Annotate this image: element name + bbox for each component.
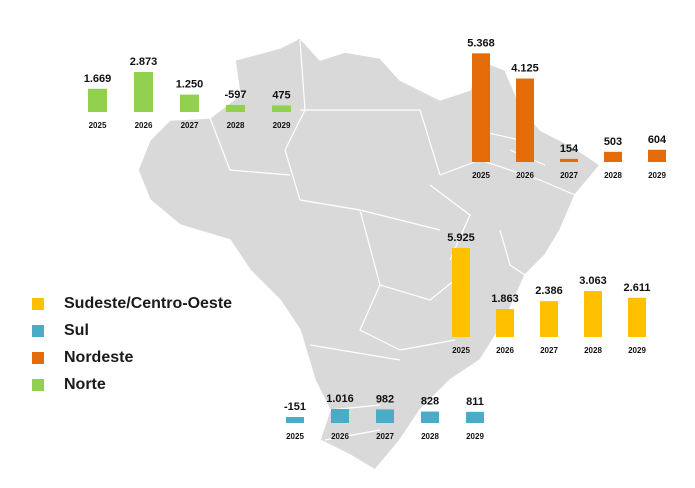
bar-norte-2025 bbox=[88, 88, 107, 112]
x-tick-label: 2027 bbox=[181, 121, 199, 130]
x-tick-label: 2028 bbox=[227, 121, 245, 130]
x-tick-label: 2026 bbox=[331, 432, 349, 441]
x-tick-label: 2027 bbox=[540, 346, 558, 355]
bar-nordeste-2029 bbox=[648, 149, 666, 162]
legend-label: Sudeste/Centro-Oeste bbox=[64, 294, 233, 312]
bar-nordeste-2028 bbox=[604, 151, 622, 162]
legend-swatch bbox=[32, 324, 44, 337]
data-label: 1.016 bbox=[326, 393, 354, 405]
data-label: 1.863 bbox=[491, 293, 519, 305]
bar-norte-2027 bbox=[180, 94, 199, 112]
data-label: 503 bbox=[604, 136, 622, 148]
data-label: 604 bbox=[648, 134, 667, 146]
legend-swatch bbox=[32, 351, 44, 364]
data-label: 5.368 bbox=[467, 37, 495, 49]
x-tick-label: 2026 bbox=[516, 171, 534, 180]
data-label: 4.125 bbox=[511, 63, 539, 75]
data-label: 3.063 bbox=[579, 275, 607, 287]
legend-label: Norte bbox=[64, 375, 106, 393]
x-tick-label: 2026 bbox=[496, 346, 514, 355]
data-label: 1.250 bbox=[176, 79, 204, 91]
x-tick-label: 2028 bbox=[584, 346, 602, 355]
bar-sul-2029 bbox=[466, 411, 484, 423]
bar-nordeste-2026 bbox=[516, 78, 534, 162]
legend-swatch bbox=[32, 378, 44, 391]
bar-sudeste-2025 bbox=[452, 248, 470, 337]
x-tick-label: 2029 bbox=[273, 121, 291, 130]
bar-sul-2026 bbox=[331, 408, 349, 423]
legend-item-nordeste: Nordeste bbox=[32, 344, 232, 371]
bar-sudeste-2027 bbox=[540, 301, 558, 337]
state-borders bbox=[209, 39, 576, 441]
data-label: 475 bbox=[272, 89, 290, 101]
legend-item-norte: Norte bbox=[32, 371, 232, 398]
data-label: 1.669 bbox=[84, 73, 112, 85]
bar-sudeste-2026 bbox=[496, 309, 514, 337]
bar-nordeste-2027 bbox=[560, 158, 578, 162]
data-label: 2.611 bbox=[624, 282, 651, 294]
bar-sul-2028 bbox=[421, 411, 439, 423]
x-tick-label: 2029 bbox=[648, 171, 666, 180]
legend-swatch bbox=[32, 297, 44, 310]
data-label: 2.873 bbox=[130, 56, 158, 68]
legend-label: Nordeste bbox=[64, 348, 134, 366]
x-tick-label: 2027 bbox=[376, 432, 394, 441]
x-tick-label: 2026 bbox=[135, 121, 153, 130]
bar-norte-2026 bbox=[134, 72, 153, 112]
bar-nordeste-2025 bbox=[472, 53, 490, 162]
x-tick-label: 2025 bbox=[89, 121, 107, 130]
data-label: 811 bbox=[466, 396, 484, 408]
legend-label: Sul bbox=[64, 321, 89, 339]
data-label: 982 bbox=[376, 393, 394, 405]
legend-item-sudeste: Sudeste/Centro-Oeste bbox=[32, 290, 232, 317]
x-tick-label: 2025 bbox=[286, 432, 304, 441]
data-label: 5.925 bbox=[447, 232, 475, 244]
bar-sul-2027 bbox=[376, 409, 394, 423]
data-label: 154 bbox=[560, 143, 579, 155]
data-label: 2.386 bbox=[535, 285, 563, 297]
data-label: 828 bbox=[421, 396, 439, 408]
x-tick-label: 2029 bbox=[628, 346, 646, 355]
bar-sul-2025 bbox=[286, 417, 304, 423]
bar-sudeste-2029 bbox=[628, 297, 646, 337]
legend-item-sul: Sul bbox=[32, 317, 232, 344]
x-tick-label: 2025 bbox=[472, 171, 490, 180]
legend: Sudeste/Centro-Oeste Sul Nordeste Norte bbox=[32, 290, 232, 398]
data-label: -597 bbox=[224, 89, 246, 101]
data-label: -151 bbox=[284, 401, 306, 413]
x-tick-label: 2029 bbox=[466, 432, 484, 441]
bar-sudeste-2028 bbox=[584, 290, 602, 337]
bar-norte-2028 bbox=[226, 104, 245, 112]
x-tick-label: 2028 bbox=[604, 171, 622, 180]
bar-norte-2029 bbox=[272, 105, 291, 112]
x-tick-label: 2025 bbox=[452, 346, 470, 355]
x-tick-label: 2027 bbox=[560, 171, 578, 180]
x-tick-label: 2028 bbox=[421, 432, 439, 441]
